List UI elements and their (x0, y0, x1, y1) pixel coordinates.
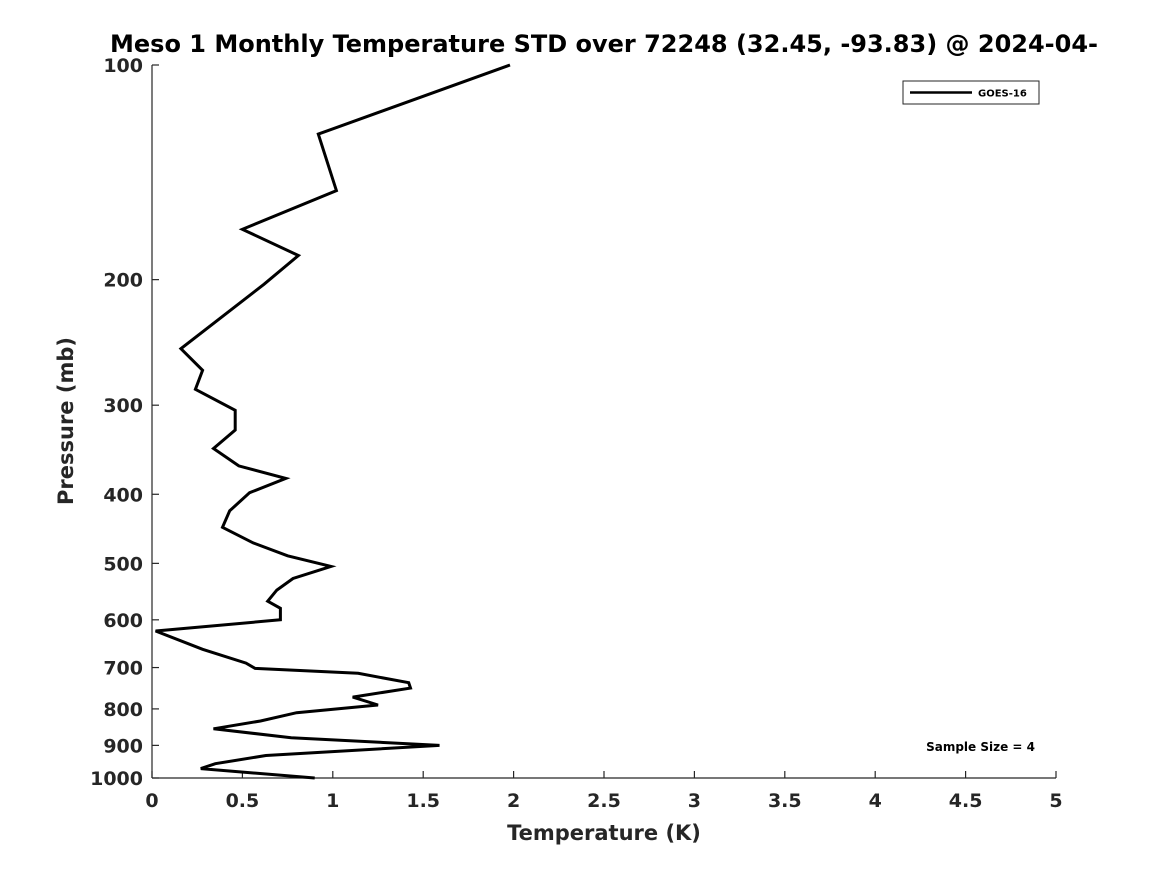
y-tick-label: 700 (103, 658, 143, 680)
y-tick-label: 500 (103, 553, 143, 575)
legend: GOES-16 (902, 80, 1040, 105)
y-tick-label: 600 (103, 610, 143, 632)
x-tick-label: 4.5 (949, 790, 983, 812)
y-axis-ticks: 100 200 300 400 500 600 700 800 900 1000 (90, 55, 159, 790)
legend-entry-goes-16: GOES-16 (978, 89, 1027, 100)
x-tick-label: 0.5 (226, 790, 260, 812)
sample-size-annotation: Sample Size = 4 (926, 740, 1035, 754)
y-tick-label: 400 (103, 484, 143, 506)
x-axis-ticks: 0 0.5 1 1.5 2 2.5 3 3.5 4 4.5 5 (145, 771, 1063, 812)
x-tick-label: 5 (1049, 790, 1062, 812)
x-tick-label: 1.5 (406, 790, 440, 812)
y-axis-label: Pressure (mb) (54, 337, 78, 505)
x-tick-label: 0 (145, 790, 158, 812)
series-line-goes-16 (155, 63, 511, 780)
x-tick-label: 4 (869, 790, 882, 812)
x-tick-label: 2 (507, 790, 520, 812)
series-layer (155, 63, 511, 780)
y-tick-label: 800 (103, 699, 143, 721)
y-tick-label: 100 (103, 55, 143, 77)
x-tick-label: 3 (688, 790, 701, 812)
x-tick-label: 3.5 (768, 790, 802, 812)
y-tick-label: 1000 (90, 768, 143, 790)
y-tick-label: 300 (103, 395, 143, 417)
y-tick-label: 200 (103, 270, 143, 292)
x-tick-label: 1 (326, 790, 339, 812)
x-axis-label: Temperature (K) (507, 821, 701, 845)
y-tick-label: 900 (103, 735, 143, 757)
chart-title: Meso 1 Monthly Temperature STD over 7224… (110, 30, 1098, 58)
x-tick-label: 2.5 (587, 790, 621, 812)
